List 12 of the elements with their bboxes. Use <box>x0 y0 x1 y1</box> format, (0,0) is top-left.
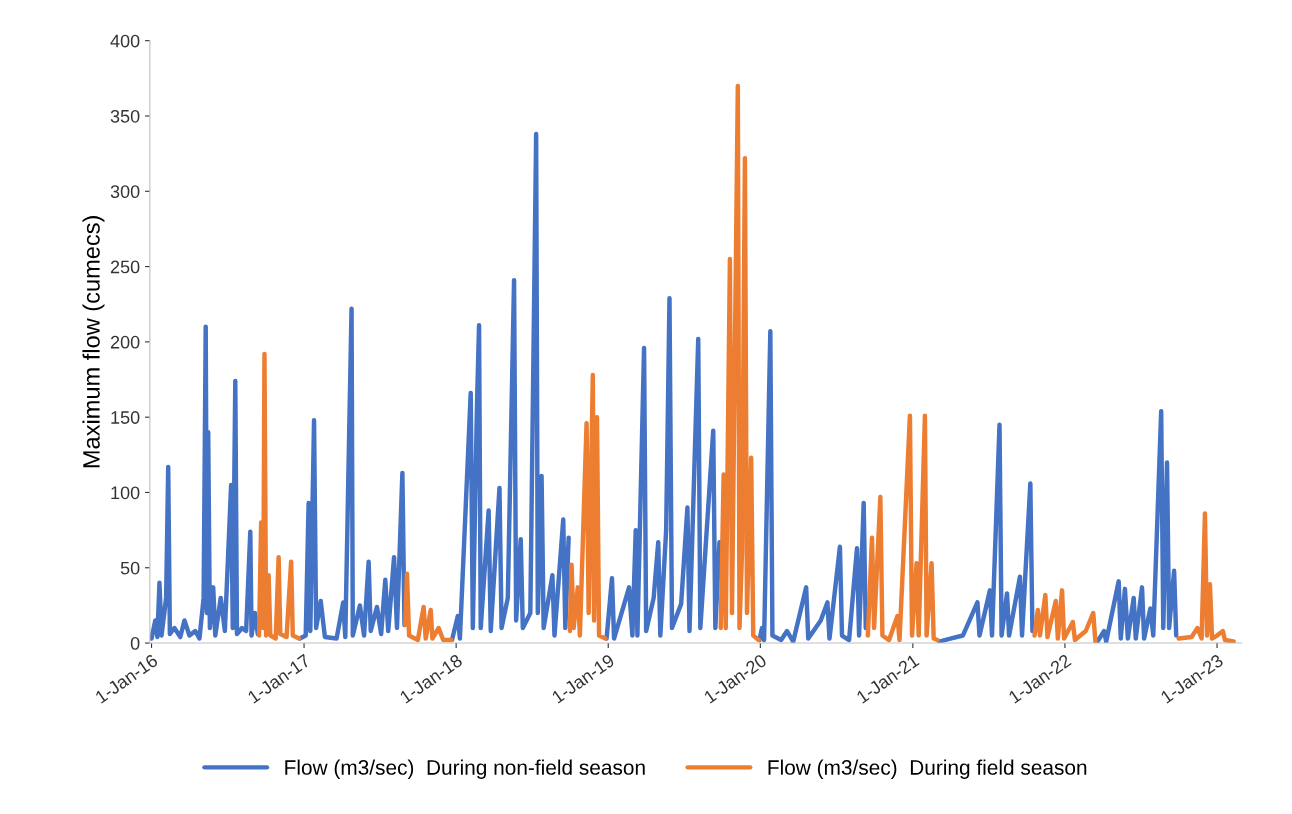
y-tick-label: 250 <box>110 260 140 274</box>
y-tick-label: 100 <box>111 486 140 500</box>
y-tick-label: 150 <box>111 411 140 424</box>
y-tick-label: 400 <box>110 34 140 48</box>
y-axis-title: Maximum flow (cumecs) <box>82 216 105 468</box>
y-tick-label: 350 <box>110 109 140 123</box>
y-tick-label: 0 <box>130 636 140 650</box>
legend-label: Flow (m3/sec) During field season <box>768 759 1087 779</box>
y-tick-label: 300 <box>110 185 140 199</box>
y-tick-label: 50 <box>120 561 140 575</box>
y-tick-label: 200 <box>110 335 140 349</box>
legend-label: Flow (m3/sec) During non-field season <box>285 759 645 779</box>
